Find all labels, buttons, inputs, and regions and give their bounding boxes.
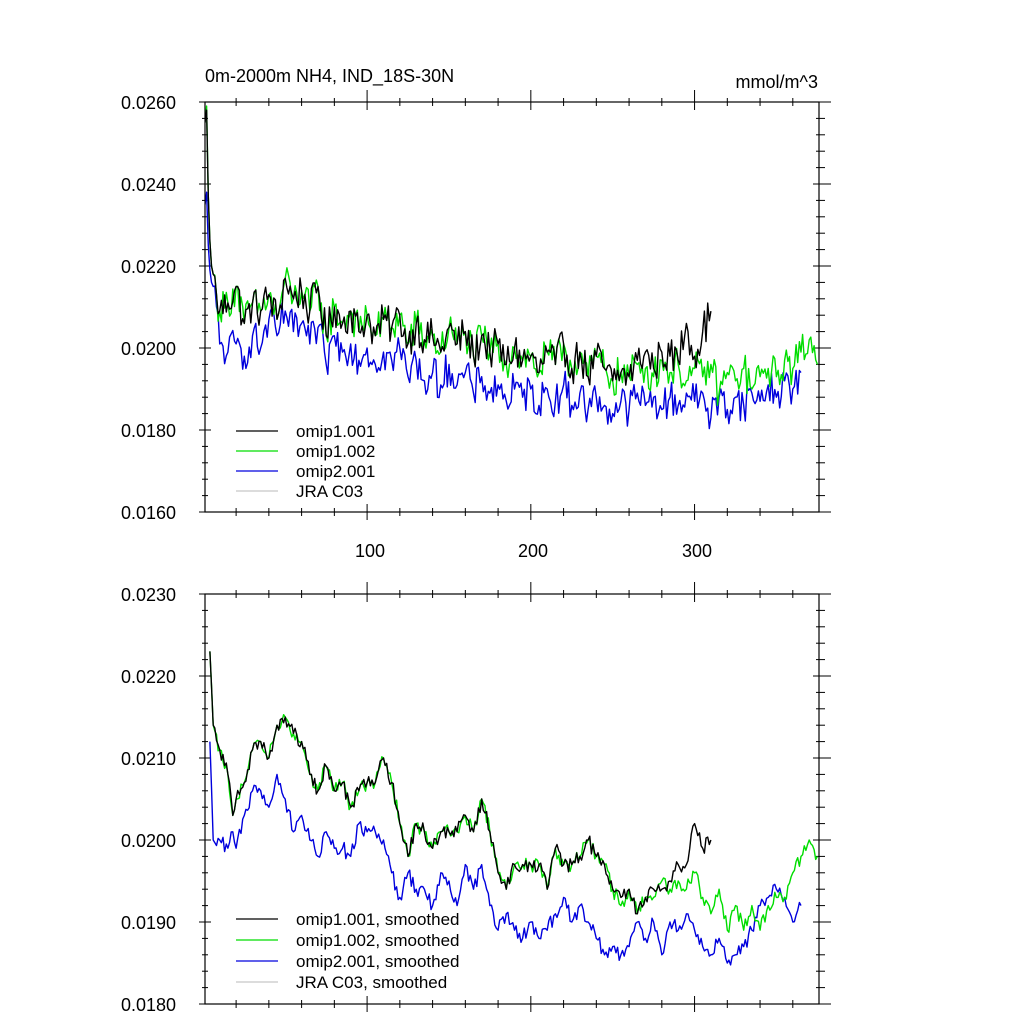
series-line-omip1-002 — [205, 105, 819, 406]
top-ytick-label: 0.0160 — [121, 503, 176, 523]
top-series-area — [205, 105, 819, 430]
top-ytick-label: 0.0180 — [121, 421, 176, 441]
series-line-omip1-002-smoothed — [209, 651, 819, 933]
legend-label-jra-c03-smoothed: JRA C03, smoothed — [296, 973, 447, 992]
series-line-omip2-001 — [205, 191, 802, 430]
top-major-ticks — [199, 90, 831, 520]
top-xtick-label: 300 — [682, 541, 712, 561]
top-panel-units: mmol/m^3 — [736, 72, 818, 92]
top-ytick-label: 0.0240 — [121, 175, 176, 195]
top-xtick-label: 200 — [518, 541, 548, 561]
bottom-ytick-label: 0.0220 — [121, 667, 176, 687]
top-ytick-label: 0.0260 — [121, 93, 176, 113]
legend-label-omip2-001: omip2.001 — [296, 462, 375, 481]
legend-label-omip1-002: omip1.002 — [296, 442, 375, 461]
top-x-tick-labels: 100 200 300 — [355, 541, 712, 561]
bottom-ytick-label: 0.0190 — [121, 913, 176, 933]
top-ytick-label: 0.0220 — [121, 257, 176, 277]
legend-label-omip2-001-smoothed: omip2.001, smoothed — [296, 952, 460, 971]
series-line-omip2-001-smoothed — [209, 741, 802, 966]
legend-label-omip1-001-smoothed: omip1.001, smoothed — [296, 910, 460, 929]
bottom-ytick-label: 0.0200 — [121, 831, 176, 851]
bottom-series-area — [209, 651, 819, 966]
series-line-omip1-001-smoothed — [209, 651, 712, 915]
top-legend: omip1.001 omip1.002 omip2.001 JRA C03 — [236, 422, 375, 501]
bottom-panel: 0.0230 0.0220 0.0210 0.0200 0.0190 0.018… — [121, 582, 831, 1015]
top-plot-frame — [204, 101, 820, 513]
bottom-major-ticks — [199, 582, 831, 1012]
bottom-ytick-label: 0.0210 — [121, 749, 176, 769]
legend-label-omip1-001: omip1.001 — [296, 422, 375, 441]
top-ytick-label: 0.0200 — [121, 339, 176, 359]
bottom-plot-frame — [204, 593, 820, 1005]
bottom-ytick-label: 0.0230 — [121, 585, 176, 605]
legend-label-jra-c03: JRA C03 — [296, 482, 363, 501]
bottom-ytick-label: 0.0180 — [121, 995, 176, 1015]
bottom-legend: omip1.001, smoothed omip1.002, smoothed … — [236, 910, 460, 992]
legend-label-omip1-002-smoothed: omip1.002, smoothed — [296, 931, 460, 950]
top-panel-title: 0m-2000m NH4, IND_18S-30N — [205, 66, 454, 87]
top-panel: 0m-2000m NH4, IND_18S-30N mmol/m^3 0.026… — [121, 66, 831, 561]
top-xtick-label: 100 — [355, 541, 385, 561]
bottom-y-tick-labels: 0.0230 0.0220 0.0210 0.0200 0.0190 0.018… — [121, 585, 176, 1015]
top-y-tick-labels: 0.0260 0.0240 0.0220 0.0200 0.0180 0.016… — [121, 93, 176, 523]
series-line-omip1-001 — [205, 109, 712, 386]
